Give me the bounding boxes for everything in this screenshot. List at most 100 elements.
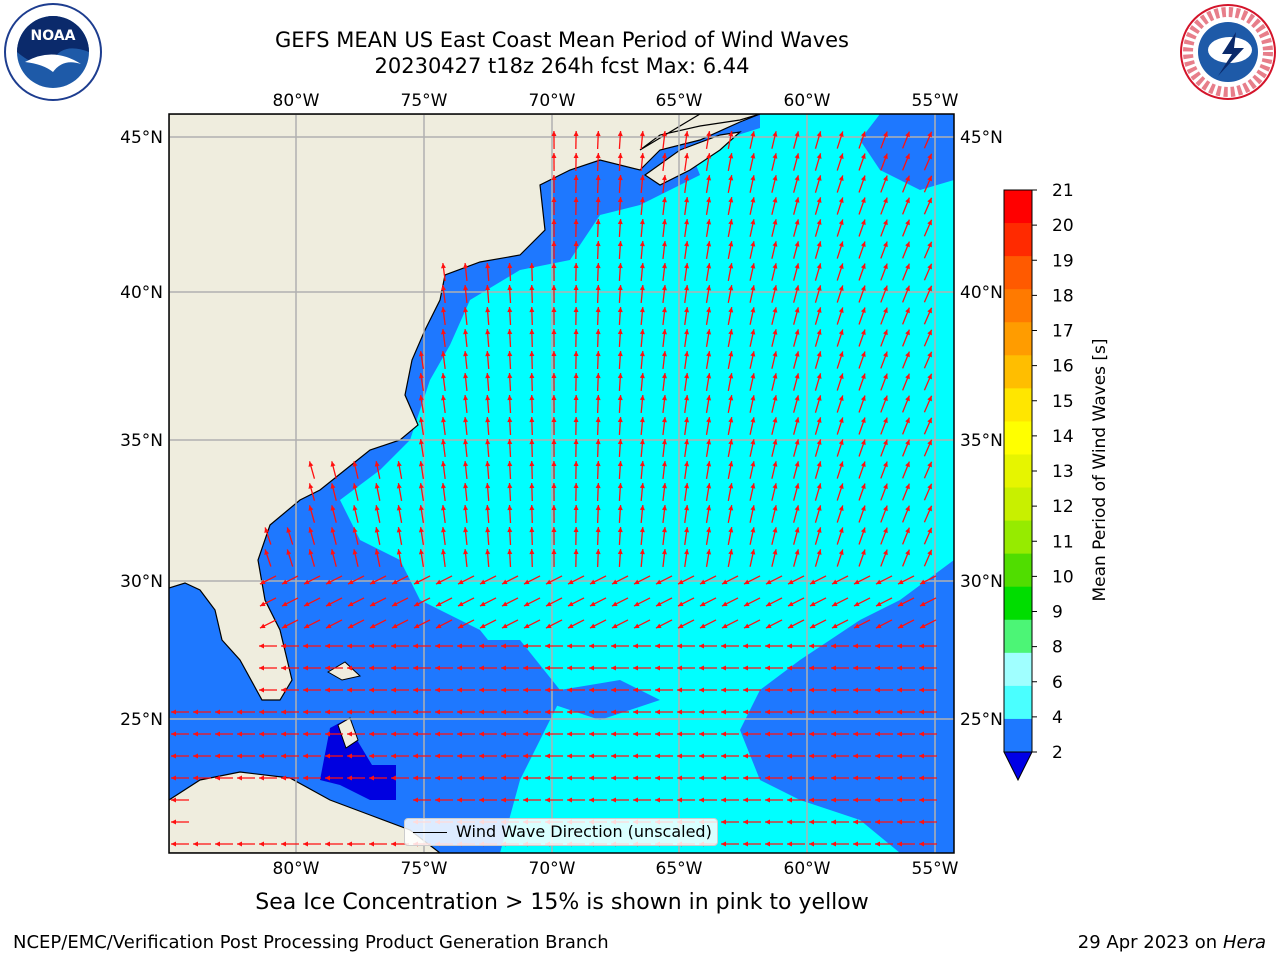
wave-direction-arrowhead [721,819,726,825]
wave-direction-arrowhead [772,373,778,379]
wave-direction-arrowhead [838,285,844,291]
wave-direction-arrowhead [501,643,506,649]
wave-direction-arrowhead [567,601,574,607]
wave-direction-arrowhead [831,643,836,649]
wave-direction-arrowhead [215,709,220,715]
wave-direction-arrowhead [308,483,314,489]
wave-direction-arrowhead [883,527,888,534]
wave-direction-arrowhead [831,665,836,671]
wave-direction-arrowhead [485,461,491,467]
wave-direction-arrowhead [750,461,756,467]
wave-direction-arrowhead [743,623,750,629]
wave-direction-arrowhead [617,285,623,291]
wave-direction-arrowhead [171,775,176,781]
wave-direction-arrowhead [507,373,513,379]
wave-direction-arrowhead [655,731,660,737]
lat-label-left-30n: 30°N [120,572,163,592]
wave-direction-arrowhead [794,417,800,423]
wave-direction-arrowhead [927,285,932,292]
wave-direction-arrowhead [418,483,424,489]
wave-direction-arrowhead [352,505,358,511]
wave-direction-arrowhead [838,241,844,247]
wave-direction-arrowhead [633,753,638,759]
wave-direction-arrowhead [661,461,667,467]
wave-direction-arrowhead [728,351,734,357]
wave-direction-arrowhead [905,175,910,182]
wave-direction-arrowhead [883,219,888,226]
wave-direction-arrowhead [639,197,645,203]
wave-direction-arrowhead [485,307,491,313]
colorbar-segment [1004,454,1032,489]
wave-direction-arrowhead [529,483,535,489]
wave-direction-arrowhead [809,709,814,715]
wave-direction-arrowhead [507,527,513,533]
wave-direction-arrowhead [303,687,308,693]
wave-direction-arrowhead [661,373,667,379]
wave-direction-arrowhead [485,329,491,335]
wave-direction-arrowhead [684,219,690,225]
lon-label-top-75w: 75°W [401,91,448,111]
wave-direction-arrowhead [374,483,380,489]
wave-direction-arrowhead [743,753,748,759]
wave-direction-arrowhead [479,753,484,759]
wave-direction-arrowhead [706,285,712,291]
wave-direction-arrowhead [860,263,866,270]
wave-direction-arrowhead [905,285,910,292]
wave-direction-arrowhead [706,351,712,357]
wave-direction-arrowhead [567,797,572,803]
wave-direction-arrowhead [545,665,550,671]
wave-direction-arrowhead [617,329,623,335]
wave-direction-arrowhead [816,549,822,555]
wave-direction-arrowhead [661,505,667,511]
wave-direction-arrowhead [794,461,800,467]
wave-direction-arrowhead [441,329,446,335]
wave-direction-arrowhead [728,285,734,291]
wave-direction-arrowhead [883,285,888,292]
wave-direction-arrowhead [875,623,882,629]
wave-direction-arrowhead [684,197,690,203]
wave-direction-arrowhead [875,797,880,803]
wave-direction-arrowhead [838,153,844,159]
wave-direction-arrowhead [435,665,440,671]
wave-direction-arrowhead [721,687,726,693]
wave-direction-arrowhead [501,797,506,803]
nws-logo [1180,4,1276,100]
wave-direction-arrowhead [479,775,484,781]
wave-direction-arrowhead [529,285,535,291]
wave-direction-arrowhead [551,439,557,445]
wave-direction-arrowhead [171,841,176,847]
wave-direction-arrowhead [369,601,376,607]
wave-direction-arrowhead [661,285,667,291]
wave-direction-arrowhead [171,753,176,759]
lon-label-bottom-70w: 70°W [529,859,576,879]
wave-direction-arrowhead [418,505,424,511]
wave-direction-arrowhead [551,505,557,511]
wave-direction-arrowhead [413,797,418,803]
colorbar-segment [1004,256,1032,290]
wave-direction-arrowhead [772,175,778,181]
wave-direction-arrowhead [853,841,858,847]
wave-direction-arrowhead [413,579,420,585]
wave-direction-arrowhead [699,709,704,715]
wave-direction-arrowhead [655,797,660,803]
colorbar-tick-label: 13 [1052,462,1074,482]
wave-direction-arrowhead [897,775,902,781]
wave-direction-arrowhead [655,687,660,693]
wave-direction-arrowhead [573,549,579,555]
wave-direction-arrowhead [905,131,910,138]
wave-direction-arrowhead [639,351,645,357]
wave-direction-arrowhead [573,527,579,533]
wave-direction-arrowhead [875,579,882,585]
wave-direction-arrowhead [391,775,396,781]
wave-direction-arrowhead [589,731,594,737]
wave-direction-arrowhead [661,483,667,489]
wave-direction-arrowhead [897,665,902,671]
wave-direction-arrowhead [816,505,822,511]
wave-direction-arrowhead [750,219,756,225]
wave-direction-arrowhead [655,665,660,671]
wave-direction-arrowhead [617,527,623,533]
land-andros [337,717,359,749]
wave-direction-arrowhead [325,753,330,759]
wave-direction-arrowhead [728,461,734,467]
wave-direction-arrowhead [573,505,579,511]
